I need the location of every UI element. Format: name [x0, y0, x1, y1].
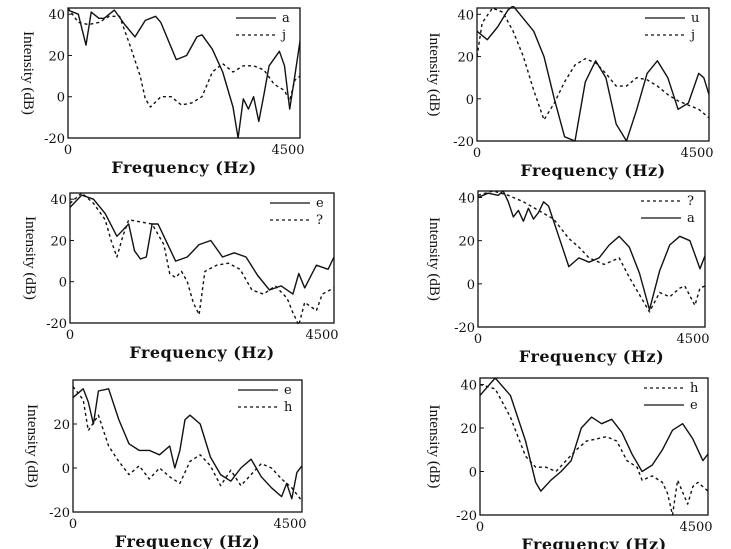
series-line-e: [70, 194, 334, 295]
series-line-j: [477, 7, 709, 121]
x-tick-label: 0: [474, 332, 482, 347]
y-tick-label: 40: [458, 191, 475, 206]
y-axis-label: Intensity (dB): [426, 217, 442, 301]
y-tick-label: -20: [454, 321, 475, 336]
plot-frame: [477, 190, 706, 328]
x-tick-label: 4500: [271, 143, 304, 158]
legend-label: ?: [687, 194, 694, 209]
y-tick-label: -20: [44, 132, 65, 147]
x-axis-label: Frequency (Hz): [519, 347, 664, 366]
y-tick-label: 40: [50, 193, 67, 208]
legend-label: j: [280, 28, 286, 43]
series-line-j: [68, 7, 300, 108]
y-tick-label: 20: [457, 51, 474, 66]
plot-frame: [72, 379, 303, 513]
series-line-a: [68, 9, 300, 139]
series-line-h: [73, 386, 302, 502]
y-tick-label: 20: [50, 234, 67, 249]
y-tick-label: -20: [49, 506, 70, 521]
x-tick-label: 0: [64, 143, 72, 158]
y-axis-label: Intensity (dB): [24, 404, 40, 488]
y-axis-label: Intensity (dB): [22, 216, 38, 300]
y-tick-label: 20: [53, 418, 70, 433]
x-tick-label: 4500: [676, 332, 709, 347]
x-tick-label: 4500: [305, 328, 338, 343]
legend-label: e: [690, 398, 698, 413]
y-tick-label: 20: [460, 422, 477, 437]
series-line-e: [480, 377, 708, 492]
legend-label: h: [284, 400, 293, 415]
legend-label: u: [691, 11, 699, 26]
y-tick-label: 0: [467, 278, 475, 293]
y-tick-label: -20: [46, 317, 67, 332]
x-axis-label: Frequency (Hz): [520, 161, 665, 180]
x-tick-label: 4500: [679, 520, 712, 535]
x-tick-label: 4500: [273, 517, 306, 532]
plot-frame: [67, 7, 301, 139]
plot-frame: [476, 7, 710, 142]
legend-label: j: [689, 28, 695, 43]
legend-label: ?: [316, 213, 323, 228]
x-tick-label: 0: [66, 328, 74, 343]
series-line-u: [477, 6, 709, 142]
legend-label: e: [284, 383, 292, 398]
x-tick-label: 0: [473, 146, 481, 161]
y-tick-label: 20: [458, 235, 475, 250]
x-tick-label: 0: [476, 520, 484, 535]
y-tick-label: -20: [456, 509, 477, 524]
series-line-?: [70, 192, 334, 325]
series-line-?: [478, 190, 705, 313]
y-tick-label: 0: [466, 93, 474, 108]
legend-label: h: [690, 381, 699, 396]
y-tick-label: 40: [460, 379, 477, 394]
x-axis-label: Frequency (Hz): [129, 343, 274, 362]
y-tick-label: 0: [469, 466, 477, 481]
x-axis-label: Frequency (Hz): [115, 532, 260, 549]
y-tick-label: 0: [62, 462, 70, 477]
x-tick-label: 4500: [680, 146, 713, 161]
series-line-h: [480, 383, 708, 516]
y-tick-label: 0: [57, 91, 65, 106]
y-tick-label: 0: [59, 276, 67, 291]
y-tick-label: -20: [453, 135, 474, 150]
legend-label: e: [316, 196, 324, 211]
x-tick-label: 0: [69, 517, 77, 532]
y-axis-label: Intensity (dB): [20, 31, 36, 115]
x-axis-label: Frequency (Hz): [521, 535, 666, 549]
legend-label: a: [687, 211, 695, 226]
y-axis-label: Intensity (dB): [426, 405, 442, 489]
y-tick-label: 40: [48, 8, 65, 23]
plot-frame: [479, 377, 709, 516]
series-line-a: [478, 190, 705, 311]
legend-label: a: [282, 11, 290, 26]
y-tick-label: 40: [457, 8, 474, 23]
y-tick-label: 20: [48, 49, 65, 64]
series-line-e: [73, 388, 302, 500]
x-axis-label: Frequency (Hz): [111, 158, 256, 177]
plot-frame: [69, 192, 335, 324]
y-axis-label: Intensity (dB): [426, 33, 442, 117]
